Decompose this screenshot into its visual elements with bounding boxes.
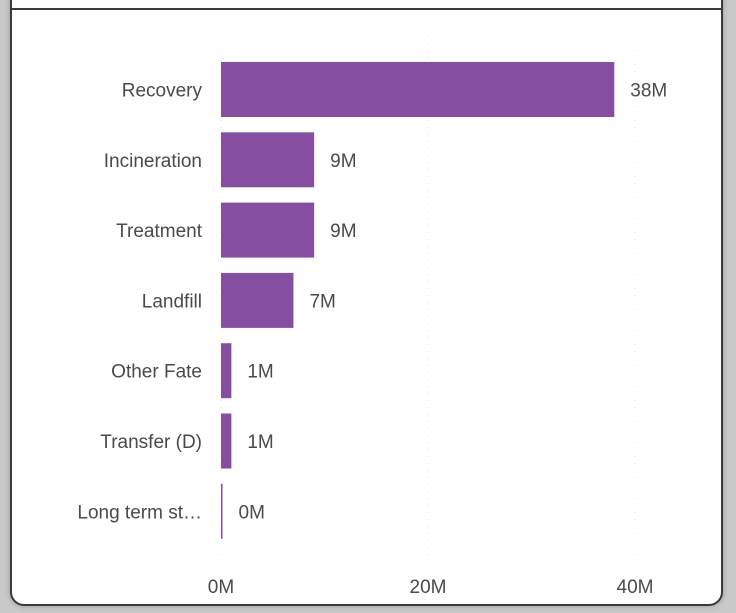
bar <box>221 132 315 188</box>
value-label: 0M <box>239 502 265 523</box>
category-label: Long term st… <box>77 502 202 523</box>
bar <box>221 343 232 399</box>
category-label: Treatment <box>116 221 203 242</box>
category-label: Landfill <box>142 291 202 312</box>
value-label: 1M <box>247 432 273 453</box>
bar <box>221 413 232 469</box>
bar <box>221 483 223 539</box>
value-label: 38M <box>630 81 667 102</box>
x-tick-label: 20M <box>410 577 447 598</box>
category-label: Other Fate <box>111 362 202 383</box>
value-label: 7M <box>309 291 335 312</box>
category-label: Incineration <box>104 151 202 172</box>
value-label: 9M <box>330 221 356 242</box>
card-divider <box>12 8 721 10</box>
bar <box>221 272 294 328</box>
bar <box>221 202 315 258</box>
value-label: 9M <box>330 151 356 172</box>
x-tick-label: 40M <box>617 577 654 598</box>
category-label: Recovery <box>122 81 203 102</box>
bar <box>221 62 615 117</box>
category-label: Transfer (D) <box>100 432 202 453</box>
value-label: 1M <box>247 362 273 383</box>
x-tick-label: 0M <box>208 577 234 598</box>
